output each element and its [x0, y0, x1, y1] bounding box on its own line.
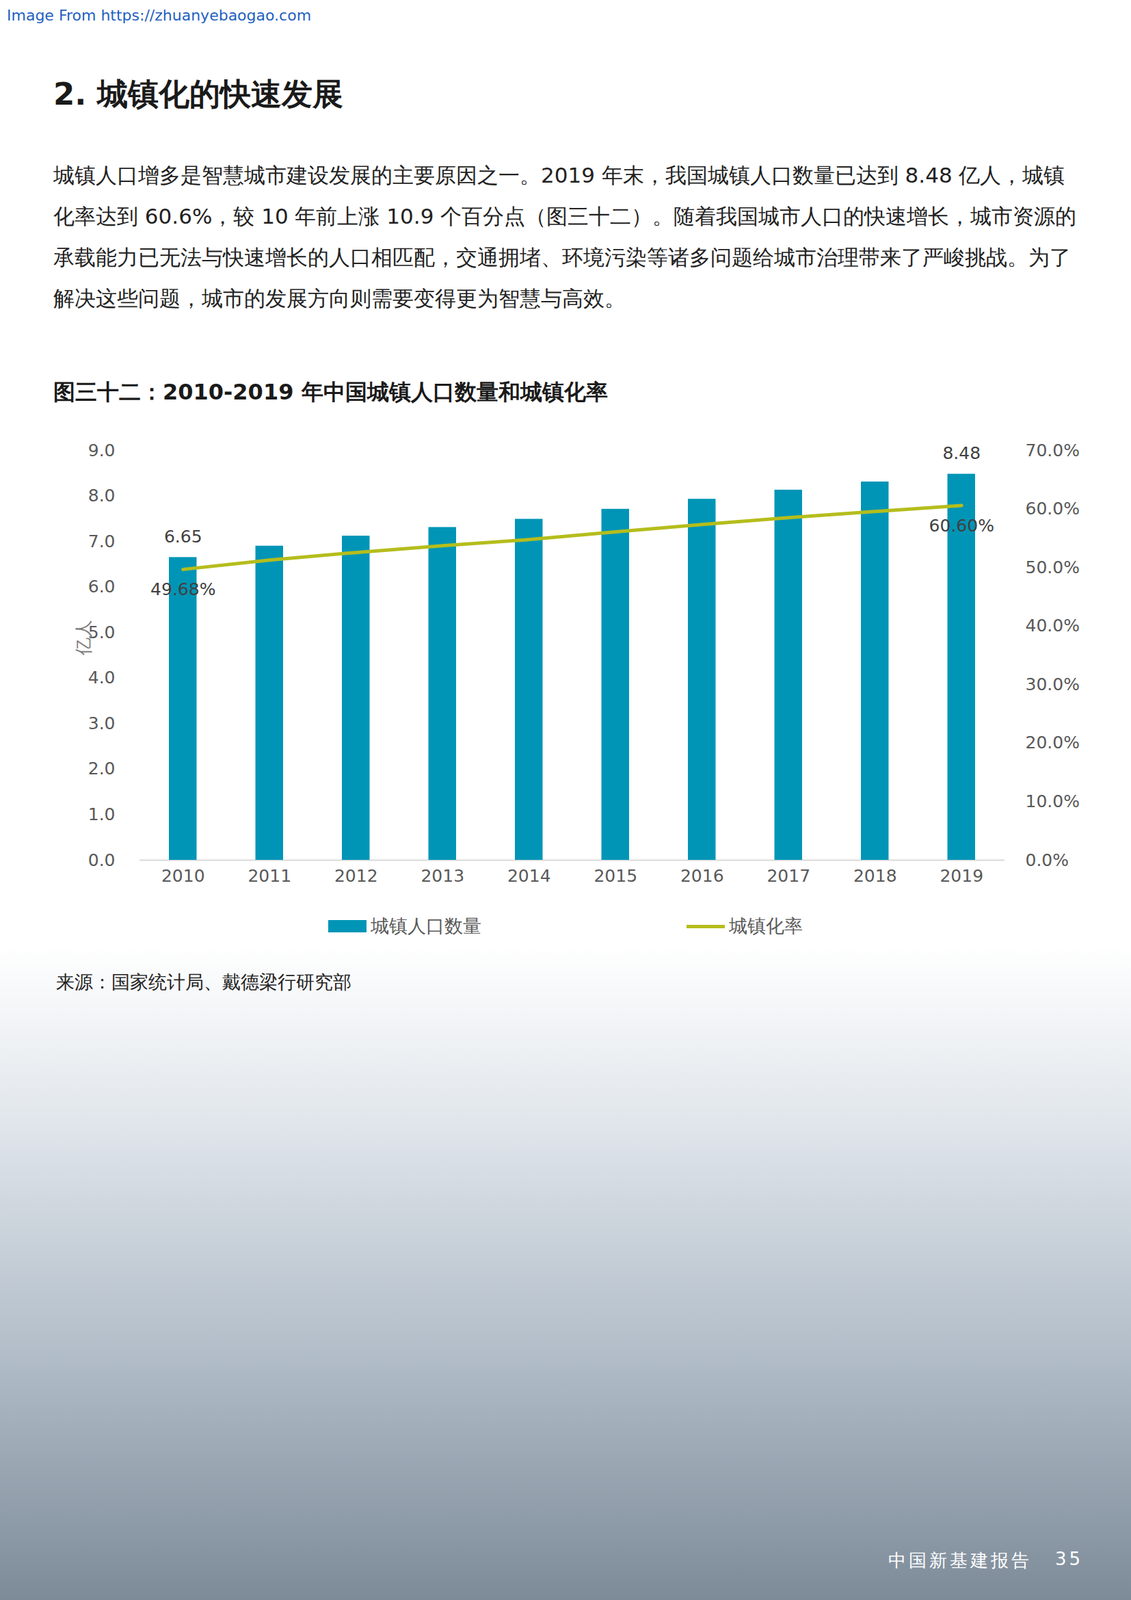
- svg-text:6.65: 6.65: [164, 526, 203, 547]
- svg-text:2017: 2017: [766, 865, 811, 886]
- svg-text:3.0: 3.0: [88, 713, 116, 734]
- svg-text:10.0%: 10.0%: [1025, 791, 1080, 811]
- svg-text:2.0: 2.0: [88, 758, 116, 779]
- svg-text:30.0%: 30.0%: [1025, 674, 1080, 695]
- svg-text:2010: 2010: [161, 865, 206, 886]
- svg-text:49.68%: 49.68%: [150, 579, 216, 600]
- svg-text:4.0: 4.0: [88, 667, 116, 688]
- svg-text:60.0%: 60.0%: [1025, 498, 1080, 519]
- html-text:来源：国家统计局、戴德梁行研究部: 来源：国家统计局、戴德梁行研究部: [56, 970, 352, 993]
- svg-text:0.0: 0.0: [88, 849, 116, 870]
- svg-text:2019: 2019: [939, 865, 984, 886]
- svg-text:6.0: 6.0: [88, 576, 116, 597]
- svg-text:20.0%: 20.0%: [1025, 732, 1080, 753]
- svg-text:0.0%: 0.0%: [1025, 849, 1070, 870]
- html-text:城镇人口增多是智慧城市建设发展的主要原因之一。2019 年末: 城镇人口增多是智慧城市建设发展的主要原因之一。2019 年末，我国城镇人口数量已…: [53, 162, 1077, 311]
- html-text:城镇化率: 城镇化率: [728, 914, 803, 937]
- svg-text:2013: 2013: [420, 865, 465, 886]
- svg-text:亿人: 亿人: [73, 619, 94, 656]
- svg-text:2011: 2011: [247, 865, 292, 886]
- svg-text:2015: 2015: [593, 865, 638, 886]
- svg-text:9.0: 9.0: [88, 440, 116, 461]
- svg-text:8.0: 8.0: [88, 485, 116, 506]
- svg-text:7.0: 7.0: [88, 531, 116, 552]
- svg-text:60.60%: 60.60%: [929, 515, 995, 536]
- html-text:中国新基建报告: 中国新基建报告: [888, 1549, 1032, 1570]
- svg-text:5.0: 5.0: [88, 622, 116, 642]
- svg-text:2014: 2014: [507, 865, 552, 886]
- svg-text:2012: 2012: [334, 865, 379, 886]
- svg-text:2018: 2018: [853, 865, 898, 886]
- html-text:35: 35: [1055, 1548, 1084, 1569]
- html-text:2. 城镇化的快速发展: 2. 城镇化的快速发展: [53, 75, 344, 113]
- html-text:城镇人口数量: 城镇人口数量: [370, 914, 482, 937]
- svg-text:40.0%: 40.0%: [1025, 615, 1080, 636]
- svg-text:2016: 2016: [680, 865, 725, 886]
- svg-text:50.0%: 50.0%: [1025, 557, 1080, 578]
- html-text:图三十二：2010-2019 年中国城镇人口数量和城镇化率: 图三十二：2010-2019 年中国城镇人口数量和城镇化率: [53, 378, 608, 405]
- html-text:Image From https://zhuanyebaog: Image From https://zhuanyebaogao.com: [6, 6, 312, 24]
- svg-text:70.0%: 70.0%: [1025, 440, 1080, 461]
- svg-text:1.0: 1.0: [88, 804, 116, 824]
- svg-text:8.48: 8.48: [942, 443, 981, 463]
